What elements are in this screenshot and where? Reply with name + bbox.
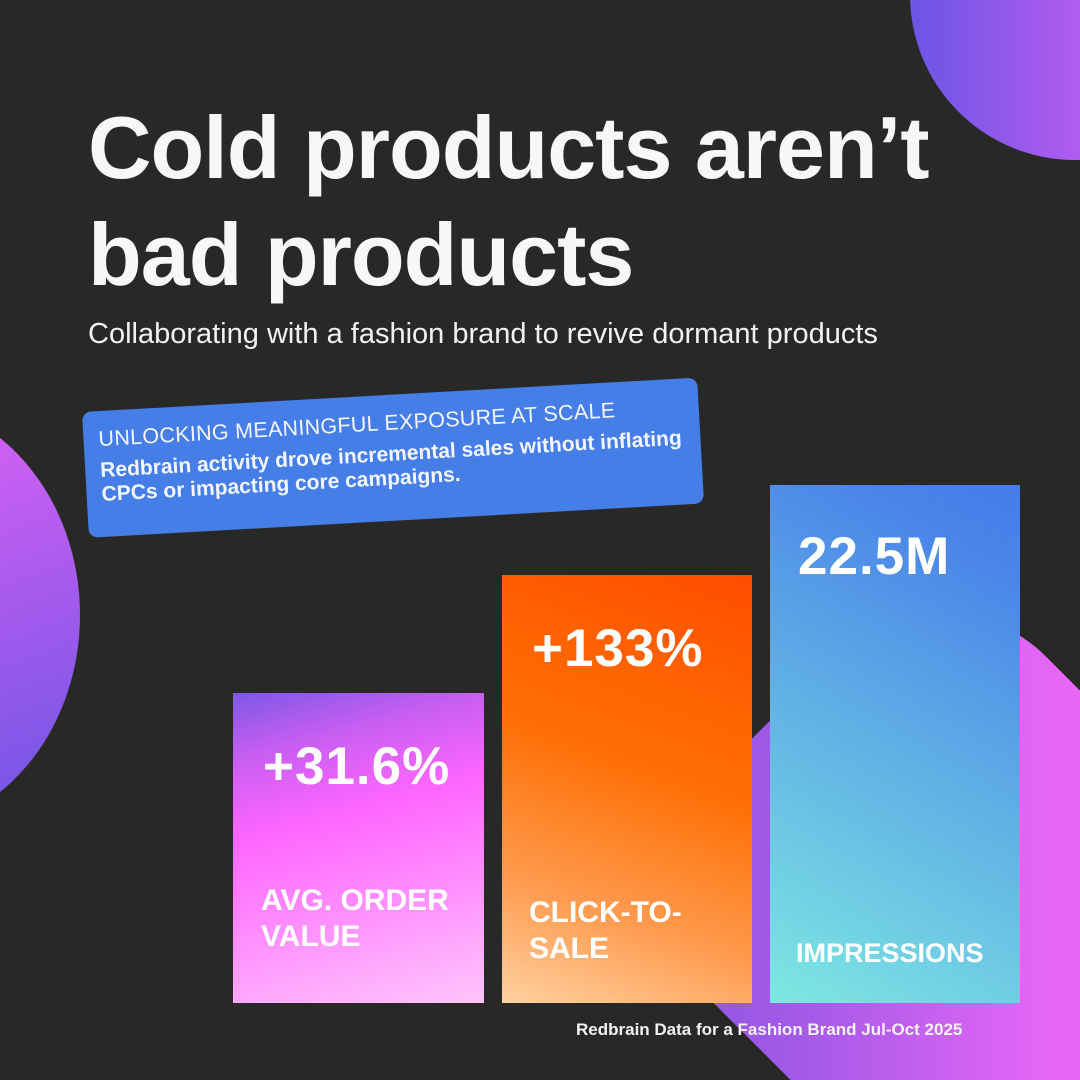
stat-label-line-2: SALE xyxy=(529,932,610,965)
stat-label-line-1: AVG. ORDER xyxy=(261,884,449,917)
title-line-1: Cold products aren’t xyxy=(88,98,929,197)
page-subtitle: Collaborating with a fashion brand to re… xyxy=(88,318,878,350)
stat-value: +31.6% xyxy=(263,737,451,796)
stat-value: 22.5M xyxy=(798,527,951,586)
stat-card-impressions: 22.5M IMPRESSIONS xyxy=(770,485,1020,1003)
source-note: Redbrain Data for a Fashion Brand Jul-Oc… xyxy=(576,1020,963,1039)
stat-label-line-2: VALUE xyxy=(261,920,361,953)
stat-card-avg-order-value: +31.6% AVG. ORDER VALUE xyxy=(233,693,484,1003)
exposure-callout: UNLOCKING MEANINGFUL EXPOSURE AT SCALE R… xyxy=(82,377,705,538)
title-line-2: bad products xyxy=(88,205,634,304)
stat-label: IMPRESSIONS xyxy=(796,935,984,971)
stat-card-click-to-sale: +133% CLICK-TO- SALE xyxy=(502,575,752,1003)
page-title: Cold products aren’t bad products xyxy=(88,94,1008,308)
stat-label-line-1: CLICK-TO- xyxy=(529,896,682,929)
stat-label: CLICK-TO- SALE xyxy=(529,895,682,967)
stat-value: +133% xyxy=(532,619,704,678)
decorative-circle-left xyxy=(0,400,80,830)
stat-label-line-1: IMPRESSIONS xyxy=(796,938,984,968)
stat-label: AVG. ORDER VALUE xyxy=(261,883,449,955)
